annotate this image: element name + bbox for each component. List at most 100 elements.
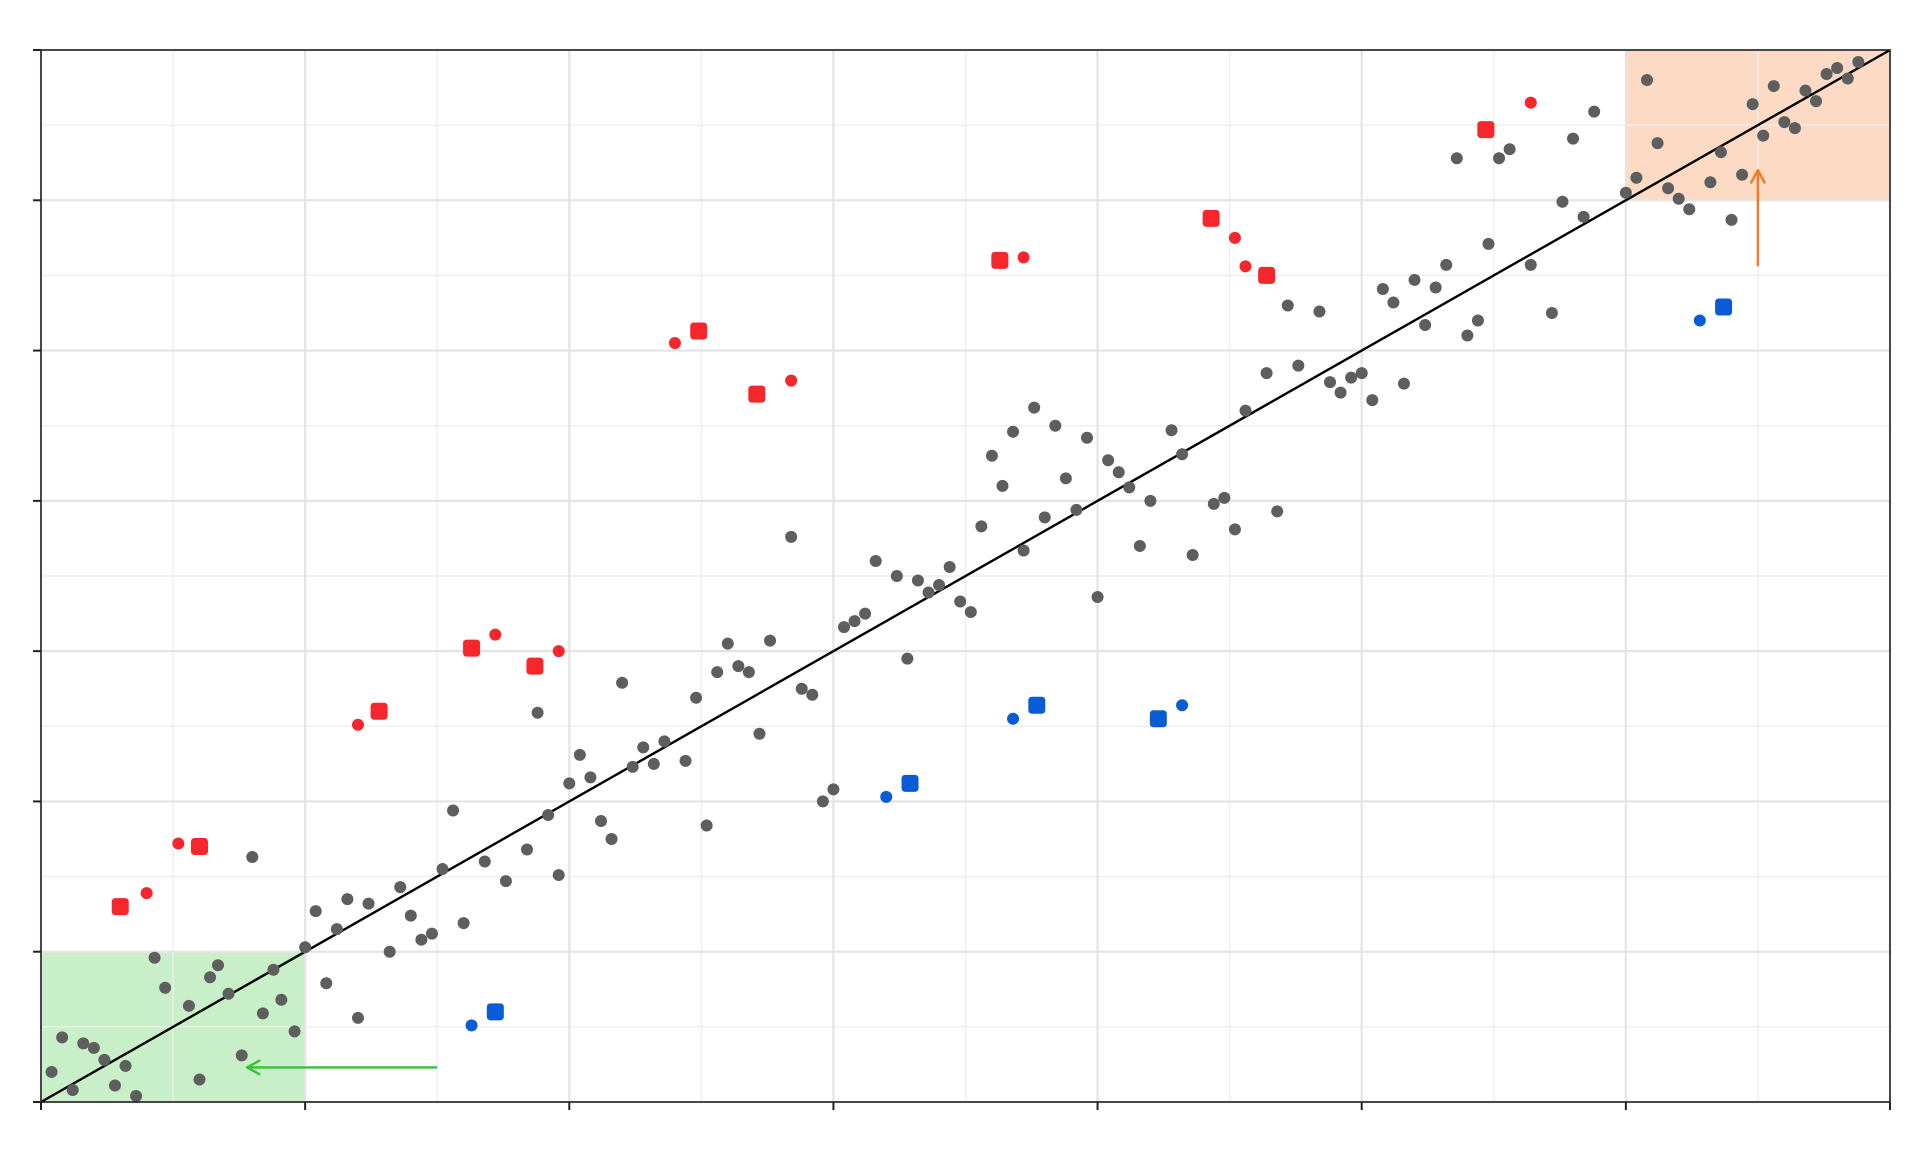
data-point xyxy=(1070,503,1083,516)
data-point xyxy=(489,628,502,641)
data-point xyxy=(531,706,544,719)
data-point xyxy=(309,905,322,918)
data-point xyxy=(1461,329,1474,342)
data-point xyxy=(1355,367,1368,380)
data-point xyxy=(848,615,861,628)
data-point xyxy=(77,1037,90,1050)
data-point xyxy=(1313,305,1326,318)
data-point xyxy=(159,981,172,994)
data-point xyxy=(1345,371,1358,384)
data-point xyxy=(721,637,734,650)
data-point xyxy=(182,999,195,1012)
data-point xyxy=(732,660,745,673)
data-point-square xyxy=(370,702,388,720)
data-point xyxy=(1450,152,1463,165)
data-point xyxy=(1757,129,1770,142)
data-point xyxy=(193,1073,206,1086)
diagonal-reference-line xyxy=(40,48,1891,1104)
data-point xyxy=(1239,404,1252,417)
data-point xyxy=(1767,80,1780,93)
data-point-square xyxy=(1477,121,1495,139)
data-point xyxy=(837,621,850,634)
data-point-square xyxy=(486,1003,504,1021)
data-point xyxy=(130,1089,143,1102)
data-point xyxy=(172,837,185,850)
data-point xyxy=(1799,84,1812,97)
data-point xyxy=(1081,431,1094,444)
data-point xyxy=(933,579,946,592)
data-point xyxy=(1049,419,1062,432)
orange-arrow xyxy=(1750,169,1766,267)
data-point xyxy=(1165,424,1178,437)
data-point xyxy=(1852,56,1865,69)
data-point xyxy=(552,869,565,882)
data-point xyxy=(1144,494,1157,507)
data-point xyxy=(1408,273,1421,286)
data-point-square xyxy=(463,639,481,657)
data-point xyxy=(880,790,893,803)
data-point xyxy=(1736,168,1749,181)
data-point xyxy=(911,574,924,587)
data-point xyxy=(1841,72,1854,85)
data-point xyxy=(1471,314,1484,327)
data-point xyxy=(859,607,872,620)
data-point xyxy=(964,606,977,619)
data-point-square xyxy=(1202,209,1220,227)
data-point xyxy=(148,951,161,964)
data-point xyxy=(1831,62,1844,75)
data-point xyxy=(764,634,777,647)
data-point xyxy=(1091,591,1104,604)
data-point xyxy=(1239,260,1252,273)
data-point xyxy=(246,851,259,864)
data-point xyxy=(901,652,914,665)
data-point xyxy=(742,666,755,679)
data-point xyxy=(1567,132,1580,145)
data-point xyxy=(1228,231,1241,244)
data-point xyxy=(816,795,829,808)
data-point xyxy=(1186,548,1199,561)
data-point xyxy=(66,1083,79,1096)
data-point xyxy=(700,819,713,832)
data-point xyxy=(1619,186,1632,199)
data-point xyxy=(98,1053,111,1066)
data-points xyxy=(45,56,1865,1102)
data-point xyxy=(457,917,470,930)
data-point xyxy=(647,757,660,770)
data-point xyxy=(1482,237,1495,250)
data-point xyxy=(785,374,798,387)
data-point xyxy=(1788,122,1801,135)
data-point xyxy=(943,560,956,573)
data-point xyxy=(637,741,650,754)
data-point xyxy=(1271,505,1284,518)
data-point xyxy=(985,449,998,462)
data-point xyxy=(711,666,724,679)
data-point xyxy=(1017,544,1030,557)
data-point xyxy=(119,1059,132,1072)
data-point xyxy=(1123,481,1136,494)
data-point xyxy=(1028,401,1041,414)
data-point xyxy=(1588,105,1601,118)
data-point xyxy=(362,897,375,910)
data-point xyxy=(87,1041,100,1054)
data-point xyxy=(1714,146,1727,159)
data-point xyxy=(785,530,798,543)
data-point xyxy=(1524,258,1537,271)
axes xyxy=(33,49,1891,1110)
data-point xyxy=(1176,448,1189,461)
data-point xyxy=(594,814,607,827)
data-point xyxy=(404,909,417,922)
data-point xyxy=(552,645,565,658)
data-point xyxy=(1493,152,1506,165)
data-point xyxy=(890,570,903,582)
data-point xyxy=(563,777,576,790)
data-point xyxy=(1820,68,1833,81)
data-point-square xyxy=(111,898,129,916)
data-point-square xyxy=(526,657,544,675)
data-point xyxy=(1112,466,1125,479)
data-point xyxy=(1176,699,1189,712)
data-point xyxy=(1059,472,1072,485)
data-point xyxy=(1007,712,1020,725)
data-point xyxy=(56,1031,69,1044)
data-point xyxy=(1662,182,1675,195)
data-point xyxy=(521,843,534,856)
